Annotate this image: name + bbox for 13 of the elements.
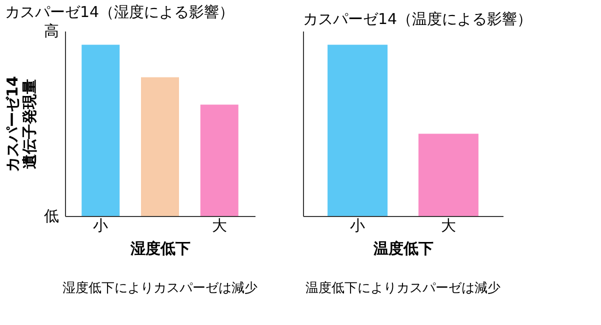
- text: 温度低下によりカスパーゼは減少: [306, 280, 500, 296]
- x-tick-label: 小: [350, 216, 366, 234]
- text: 湿度低下によりカスパーゼは減少: [62, 280, 258, 296]
- y-axis-title: カスパーゼ14 遺伝子発現量: [4, 76, 38, 172]
- chart-title: カスパーゼ14（湿度による影響）: [5, 3, 234, 21]
- x-tick-label: 大: [212, 216, 227, 234]
- x-axis-title: 温度低下: [372, 240, 434, 258]
- chart-title: カスパーゼ14（温度による影響）: [303, 10, 532, 28]
- text: 低: [44, 207, 59, 225]
- x-tick-label: 大: [440, 216, 456, 234]
- x-axis-title: 湿度低下: [130, 240, 190, 258]
- text: 高: [44, 22, 59, 40]
- x-tick-label: 小: [93, 216, 108, 234]
